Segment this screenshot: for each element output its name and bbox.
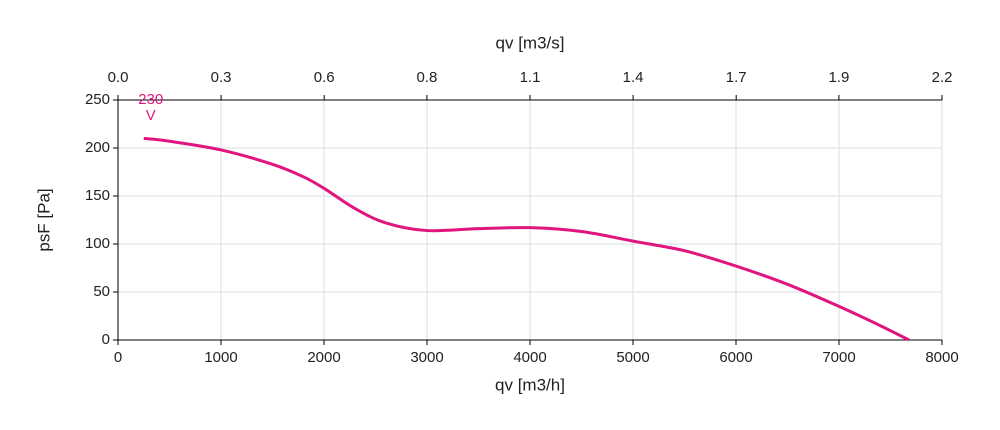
x-axis-title: qv [m3/h] [495,375,565,394]
y-tick-label: 250 [85,91,110,108]
x-tick-label: 3000 [410,349,443,366]
x2-tick-label: 0.6 [314,69,335,86]
y-tick-label: 50 [93,283,110,300]
x-tick-label: 8000 [925,349,958,366]
x2-tick-label: 1.4 [623,69,644,86]
y-axis-title: psF [Pa] [34,188,53,251]
curve [143,136,910,342]
y-tick-label: 0 [102,331,110,348]
x2-tick-label: 1.1 [520,69,541,86]
x-tick-label: 2000 [307,349,340,366]
x2-tick-label: 1.9 [828,69,849,86]
x2-tick-label: 0.8 [416,69,437,86]
y-tick-label: 150 [85,187,110,204]
x2-tick-label: 0.0 [108,69,129,86]
x2-axis-title: qv [m3/s] [496,33,565,52]
x2-tick-label: 1.7 [726,69,747,86]
x-tick-label: 7000 [822,349,855,366]
series-label: 230 V [138,91,164,125]
x2-tick-label: 2.2 [932,69,953,86]
y-tick-label: 200 [85,139,110,156]
x-tick-label: 6000 [719,349,752,366]
x-tick-label: 0 [114,349,122,366]
x2-tick-label: 0.3 [211,69,232,86]
x-tick-label: 1000 [204,349,237,366]
x-tick-label: 5000 [616,349,649,366]
x-tick-label: 4000 [513,349,546,366]
y-tick-label: 100 [85,235,110,252]
